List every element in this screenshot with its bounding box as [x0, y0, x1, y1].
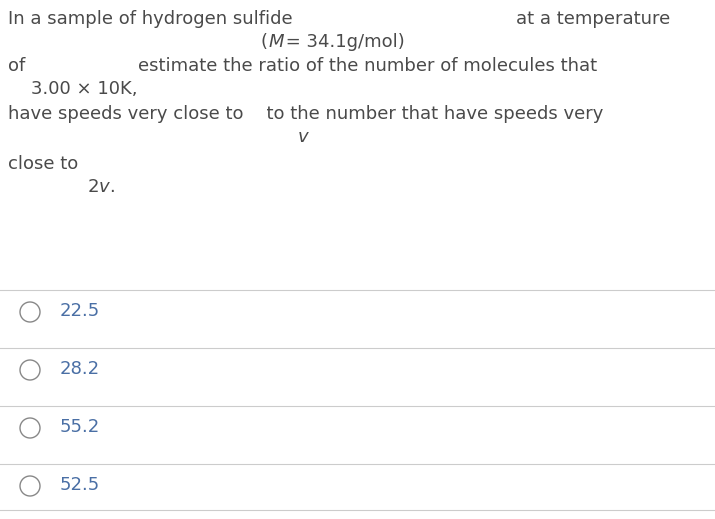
Text: 22.5: 22.5 [60, 302, 100, 320]
Text: 52.5: 52.5 [60, 476, 100, 494]
Text: at a temperature: at a temperature [516, 10, 670, 28]
Text: In a sample of hydrogen sulfide: In a sample of hydrogen sulfide [8, 10, 292, 28]
Text: 28.2: 28.2 [60, 360, 100, 378]
Text: estimate the ratio of the number of molecules that: estimate the ratio of the number of mole… [138, 57, 597, 75]
Text: 2: 2 [88, 178, 99, 196]
Text: (: ( [260, 33, 267, 51]
Text: v: v [298, 128, 309, 146]
Text: 55.2: 55.2 [60, 418, 100, 436]
Text: M: M [269, 33, 285, 51]
Text: v: v [99, 178, 109, 196]
Text: have speeds very close to    to the number that have speeds very: have speeds very close to to the number … [8, 105, 603, 123]
Text: 3.00 × 10K,: 3.00 × 10K, [8, 80, 137, 98]
Text: .: . [109, 178, 114, 196]
Text: = 34.1g/mol): = 34.1g/mol) [280, 33, 405, 51]
Text: of: of [8, 57, 25, 75]
Text: close to: close to [8, 155, 78, 173]
